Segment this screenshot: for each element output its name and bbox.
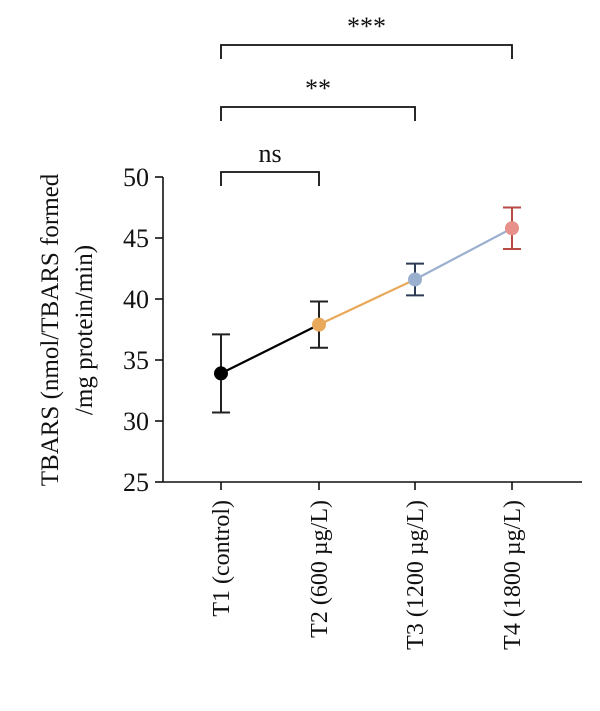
y-axis-label-line-1: TBARS (nmol/TBARS formed <box>37 173 64 486</box>
significance-label: ** <box>305 74 331 103</box>
line-segment <box>220 323 320 375</box>
significance-bracket <box>220 106 416 121</box>
x-tick-label: T3 (1200 µg/L) <box>403 500 429 650</box>
y-tick-label: 40 <box>123 285 149 314</box>
series-line <box>220 227 513 375</box>
data-point <box>408 272 422 287</box>
y-tick-label: 30 <box>123 407 149 436</box>
significance-label: ns <box>258 139 281 168</box>
x-tick-label: T2 (600 µg/L) <box>307 500 333 638</box>
y-tick-label: 35 <box>123 346 149 375</box>
data-point <box>312 317 326 332</box>
significance-label: *** <box>347 12 386 41</box>
significance-bracket <box>220 171 320 186</box>
significance-brackets: ns***** <box>220 12 513 186</box>
line-segment <box>318 278 416 326</box>
data-point <box>214 366 228 381</box>
significance-bracket <box>220 44 513 59</box>
x-ticks: T1 (control) T2 (600 µg/L) T3 (1200 µg/L) T… <box>209 482 526 650</box>
y-ticks: 25 30 35 40 45 50 <box>123 163 163 497</box>
x-tick-label: T1 (control) <box>209 500 235 617</box>
line-segment <box>414 227 513 281</box>
data-points <box>214 221 519 381</box>
y-tick-label: 25 <box>123 468 149 497</box>
x-tick-label: T4 (1800 µg/L) <box>500 500 526 650</box>
y-axis-label-line-2: /mg protein/min) <box>71 245 98 415</box>
y-tick-label: 50 <box>123 163 149 192</box>
data-point <box>505 221 519 236</box>
y-tick-label: 45 <box>123 224 149 253</box>
error-bars <box>212 206 521 414</box>
y-axis-label: TBARS (nmol/TBARS formed /mg protein/min… <box>37 173 98 486</box>
axes <box>162 177 582 483</box>
